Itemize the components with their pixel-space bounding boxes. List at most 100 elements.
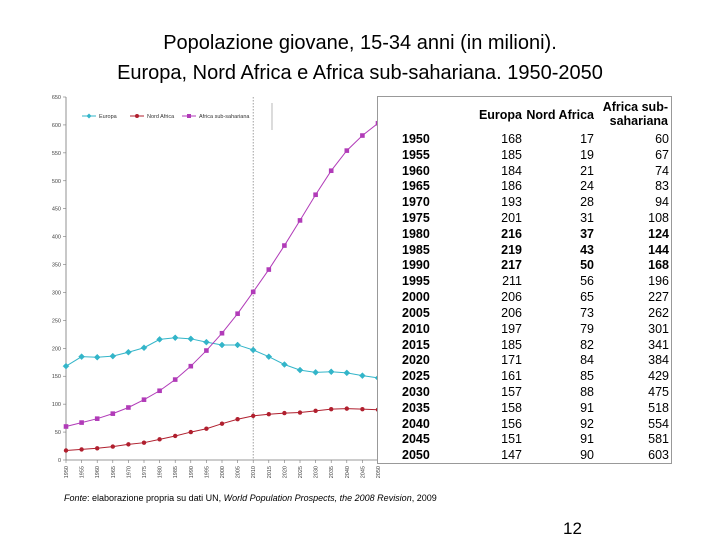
data-point xyxy=(109,352,117,360)
table-cell-africa-sub: 60 xyxy=(655,132,669,146)
data-point xyxy=(141,397,147,402)
data-point xyxy=(360,406,365,412)
data-point xyxy=(249,346,257,354)
x-tick-label: 2035 xyxy=(329,466,335,478)
page-number: 12 xyxy=(563,519,582,538)
table-cell-nord-africa: 91 xyxy=(580,432,594,447)
table-cell-europa: 151 xyxy=(501,432,522,447)
table-row: 1995 211 56 196 xyxy=(392,273,671,289)
header-nord-africa: Nord Africa xyxy=(526,108,594,122)
table-cell-europa: 186 xyxy=(501,179,522,194)
table-row: 1960 184 21 74 xyxy=(392,163,671,179)
table-cell-nord-africa: 92 xyxy=(580,416,594,431)
table-cell-nord-africa: 56 xyxy=(580,274,594,289)
table-cell-africa-sub: 108 xyxy=(648,211,669,226)
table-cell-africa-sub: 429 xyxy=(648,369,669,384)
data-point xyxy=(219,421,225,426)
data-point xyxy=(313,408,318,414)
data-point xyxy=(296,366,304,374)
source-text: : elaborazione propria su dati UN, xyxy=(87,493,224,503)
table-cell-europa: 158 xyxy=(501,400,522,415)
table-cell-nord-africa: 50 xyxy=(580,258,594,273)
data-point xyxy=(204,348,209,353)
x-tick-label: 2010 xyxy=(251,466,257,478)
data-point xyxy=(266,412,271,417)
table-cell-nord-africa: 37 xyxy=(580,226,594,241)
data-point xyxy=(218,341,226,349)
data-point xyxy=(235,417,240,422)
x-tick-label: 1965 xyxy=(111,466,117,478)
table-cell-africa-sub: 518 xyxy=(648,400,669,415)
table-cell-europa: 217 xyxy=(501,258,522,273)
legend-marker xyxy=(135,114,139,118)
table-cell-africa-sub: 341 xyxy=(648,337,669,352)
data-point xyxy=(140,344,148,352)
data-table: Europa Nord Africa Africa sub- sahariana… xyxy=(377,96,672,464)
data-point xyxy=(219,330,225,336)
source-prefix: Fonte xyxy=(64,493,88,503)
data-point xyxy=(265,353,273,361)
data-point xyxy=(173,433,178,439)
table-cell-nord-africa: 82 xyxy=(580,337,594,352)
x-tick-label: 1970 xyxy=(126,466,132,478)
data-point xyxy=(327,368,335,376)
header-africa-line2: sahariana xyxy=(609,114,668,128)
table-cell-year: 1955 xyxy=(402,147,430,162)
data-point xyxy=(344,148,350,153)
y-tick-label: 650 xyxy=(52,95,61,101)
data-point xyxy=(93,353,101,361)
table-cell-nord-africa: 79 xyxy=(580,321,594,336)
source-publication: World Population Prospects, the 2008 Rev… xyxy=(223,493,412,503)
table-cell-year: 2025 xyxy=(402,369,430,384)
table-cell-nord-africa: 24 xyxy=(580,179,594,194)
table-cell-europa: 157 xyxy=(501,384,522,399)
y-tick-label: 0 xyxy=(58,458,61,464)
table-row: 2050 147 90 603 xyxy=(392,447,671,463)
legend-marker xyxy=(187,114,191,118)
table-cell-nord-africa: 43 xyxy=(580,242,594,257)
table-row: 2000 206 65 227 xyxy=(392,289,671,305)
table-cell-europa: 184 xyxy=(501,163,522,178)
y-tick-label: 150 xyxy=(52,374,61,380)
table-cell-africa-sub: 554 xyxy=(648,416,669,431)
header-europa: Europa xyxy=(478,108,522,122)
data-point xyxy=(297,410,303,415)
table-cell-europa: 197 xyxy=(501,321,522,336)
data-point xyxy=(281,361,288,368)
table-cell-year: 2010 xyxy=(402,321,430,336)
y-tick-label: 100 xyxy=(52,402,61,408)
table-cell-africa-sub: 227 xyxy=(648,290,669,305)
data-point xyxy=(343,369,351,377)
legend-label: Europa xyxy=(99,114,118,120)
legend-label: Africa sub-sahariana xyxy=(199,114,250,120)
y-tick-label: 550 xyxy=(52,151,61,157)
data-point xyxy=(157,437,162,442)
table-cell-africa-sub: 168 xyxy=(648,258,669,273)
table-cell-africa-sub: 67 xyxy=(655,147,669,162)
data-point xyxy=(234,341,241,349)
source-suffix: , 2009 xyxy=(411,493,437,503)
table-cell-year: 2000 xyxy=(402,290,430,305)
data-point xyxy=(188,429,193,435)
data-point xyxy=(344,406,349,411)
y-tick-label: 300 xyxy=(52,290,61,296)
table-cell-africa-sub: 124 xyxy=(648,226,669,241)
data-point xyxy=(235,311,240,316)
x-tick-label: 2045 xyxy=(360,466,366,478)
x-tick-label: 1975 xyxy=(142,466,148,478)
table-row: 2030 157 88 475 xyxy=(392,384,671,400)
data-point xyxy=(266,267,272,272)
table-row: 1990 217 50 168 xyxy=(392,257,671,273)
y-tick-label: 250 xyxy=(52,318,61,324)
table-body: 1950 168 17 60 1955 185 19 67 1960 184 21 74 1965 186… xyxy=(392,131,671,463)
x-tick-label: 1960 xyxy=(95,466,101,478)
table-row: 1975 201 31 108 xyxy=(392,210,671,226)
table-cell-nord-africa: 84 xyxy=(580,353,594,368)
y-tick-label: 500 xyxy=(52,179,61,185)
table-cell-europa: 168 xyxy=(501,132,522,146)
table-cell-year: 1960 xyxy=(402,163,430,178)
table-header: Europa Nord Africa Africa sub- sahariana xyxy=(378,97,671,131)
table-cell-nord-africa: 21 xyxy=(580,163,594,178)
data-point xyxy=(110,411,116,416)
